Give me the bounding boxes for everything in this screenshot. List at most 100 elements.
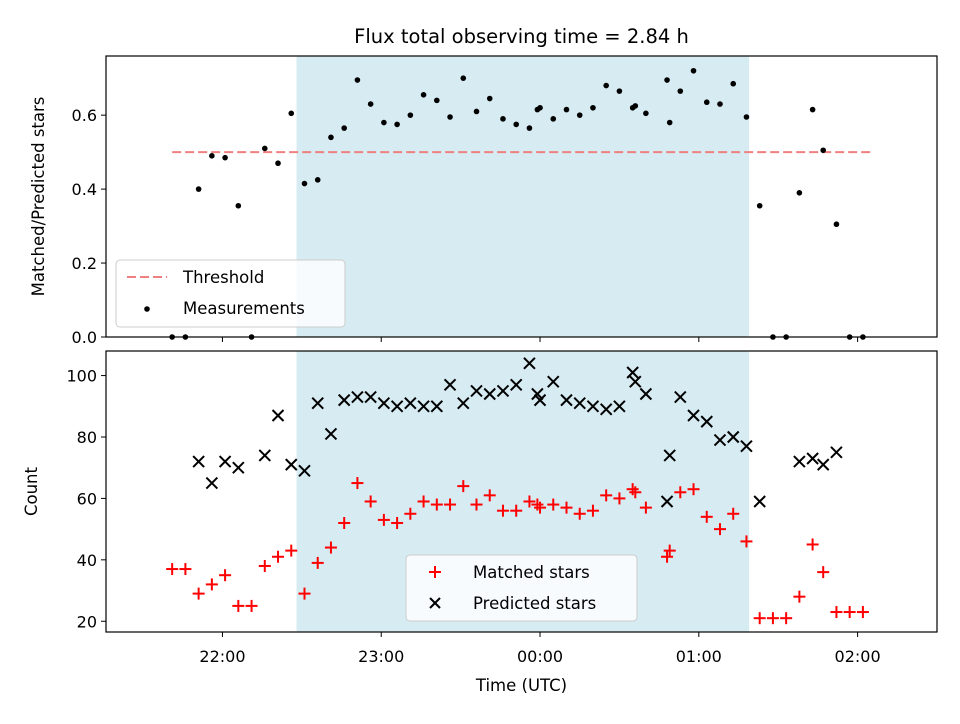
legend-predicted-label: Predicted stars <box>473 594 596 613</box>
matched-star-point <box>560 501 573 514</box>
y-tick-label: 80 <box>77 428 97 447</box>
measurement-point <box>666 119 673 126</box>
matched-star-point <box>727 507 740 520</box>
top-shaded-span <box>296 56 750 337</box>
matched-star-point <box>753 612 766 625</box>
measurement-point <box>717 101 723 107</box>
matched-star-point <box>600 489 613 502</box>
matched-star-point <box>377 513 390 526</box>
matched-star-point <box>534 501 547 514</box>
predicted-star-point <box>531 387 544 401</box>
predicted-star-point <box>523 357 536 370</box>
matched-stars-points <box>166 477 869 625</box>
matched-star-point <box>258 559 271 572</box>
predicted-star-point <box>337 393 351 407</box>
measurement-point <box>460 75 467 81</box>
predicted-star-point <box>639 387 653 401</box>
matched-star-point <box>740 535 753 548</box>
predicted-star-point <box>806 452 819 465</box>
y-tick-label: 0.2 <box>72 254 97 273</box>
bottom-legend: Matched stars Predicted stars <box>405 554 638 622</box>
measurement-point <box>434 97 440 104</box>
measurement-point <box>820 147 827 154</box>
matched-star-point <box>510 504 523 517</box>
legend-matched-swatch <box>429 566 441 578</box>
predicted-star-point <box>417 400 430 413</box>
matched-star-point <box>713 523 726 536</box>
measurement-point <box>314 177 321 183</box>
measurement-point <box>394 121 400 128</box>
legend-measurements-swatch <box>144 306 150 312</box>
predicted-star-point <box>285 458 298 471</box>
matched-star-point <box>192 587 205 600</box>
predicted-star-point <box>547 375 560 388</box>
predicted-star-point <box>470 384 483 398</box>
measurements-points <box>169 67 866 340</box>
predicted-star-point <box>727 430 740 444</box>
matched-star-point <box>338 516 351 529</box>
measurement-point <box>690 67 697 74</box>
legend-predicted-swatch <box>429 597 441 609</box>
measurement-point <box>447 114 453 120</box>
measurement-point <box>381 119 387 126</box>
predicted-star-point <box>192 455 205 468</box>
bottom-legend-box <box>405 554 638 622</box>
matched-star-point <box>457 480 470 493</box>
top-legend: Threshold Measurements <box>115 259 346 328</box>
measurement-point <box>420 92 427 98</box>
predicted-star-point <box>443 378 457 391</box>
matched-star-point <box>573 507 586 520</box>
matched-star-point <box>272 550 285 563</box>
matched-star-point <box>793 590 806 603</box>
measurement-point <box>743 114 750 120</box>
y-tick-label: 20 <box>77 612 97 631</box>
matched-star-point <box>166 563 179 576</box>
matched-star-point <box>843 606 856 619</box>
matched-star-point <box>639 501 652 514</box>
matched-star-point <box>766 612 779 625</box>
predicted-star-point <box>324 427 338 441</box>
predicted-stars-points <box>192 357 843 508</box>
matched-star-point <box>856 606 869 619</box>
measurement-point <box>643 110 649 117</box>
predicted-star-point <box>457 397 470 410</box>
matched-star-point <box>311 556 324 569</box>
matched-star-point <box>351 477 364 490</box>
measurement-point <box>473 108 480 115</box>
matched-star-point <box>586 504 599 517</box>
bottom-x-ticks: 22:00 23:00 00:00 01:00 02:00 <box>199 632 881 666</box>
measurement-point <box>526 125 533 131</box>
matched-star-point <box>780 612 793 625</box>
legend-measurements-label: Measurements <box>183 299 305 318</box>
y-tick-label: 0.4 <box>72 180 97 199</box>
matched-star-point <box>232 599 245 612</box>
legend-matched-label: Matched stars <box>473 563 590 582</box>
measurement-point <box>677 88 684 94</box>
measurement-point <box>590 104 596 111</box>
x-tick-label: 22:00 <box>199 647 245 666</box>
measurement-point <box>550 116 557 122</box>
predicted-star-point <box>218 455 232 468</box>
predicted-star-point <box>753 495 766 508</box>
measurement-point <box>500 116 506 122</box>
measurement-point <box>563 106 570 113</box>
bottom-y-ticks: 20 40 60 80 100 <box>66 367 106 631</box>
measurement-point <box>195 186 202 192</box>
measurement-point <box>222 154 228 161</box>
x-tick-label: 00:00 <box>517 647 563 666</box>
measurement-point <box>833 221 840 228</box>
predicted-star-point <box>390 400 404 413</box>
predicted-star-point <box>430 400 444 413</box>
y-tick-label: 60 <box>77 489 97 508</box>
matched-star-point <box>245 599 258 612</box>
top-y-axis-label: Matched/Predicted stars <box>29 97 48 297</box>
predicted-star-point <box>674 390 687 404</box>
predicted-star-point <box>740 439 753 453</box>
top-x-ticks <box>221 337 859 342</box>
measurement-point <box>261 145 268 152</box>
chart-title: Flux total observing time = 2.84 h <box>354 25 689 48</box>
x-tick-label: 02:00 <box>835 647 881 666</box>
measurement-point <box>756 202 763 209</box>
matched-star-point <box>430 498 443 511</box>
